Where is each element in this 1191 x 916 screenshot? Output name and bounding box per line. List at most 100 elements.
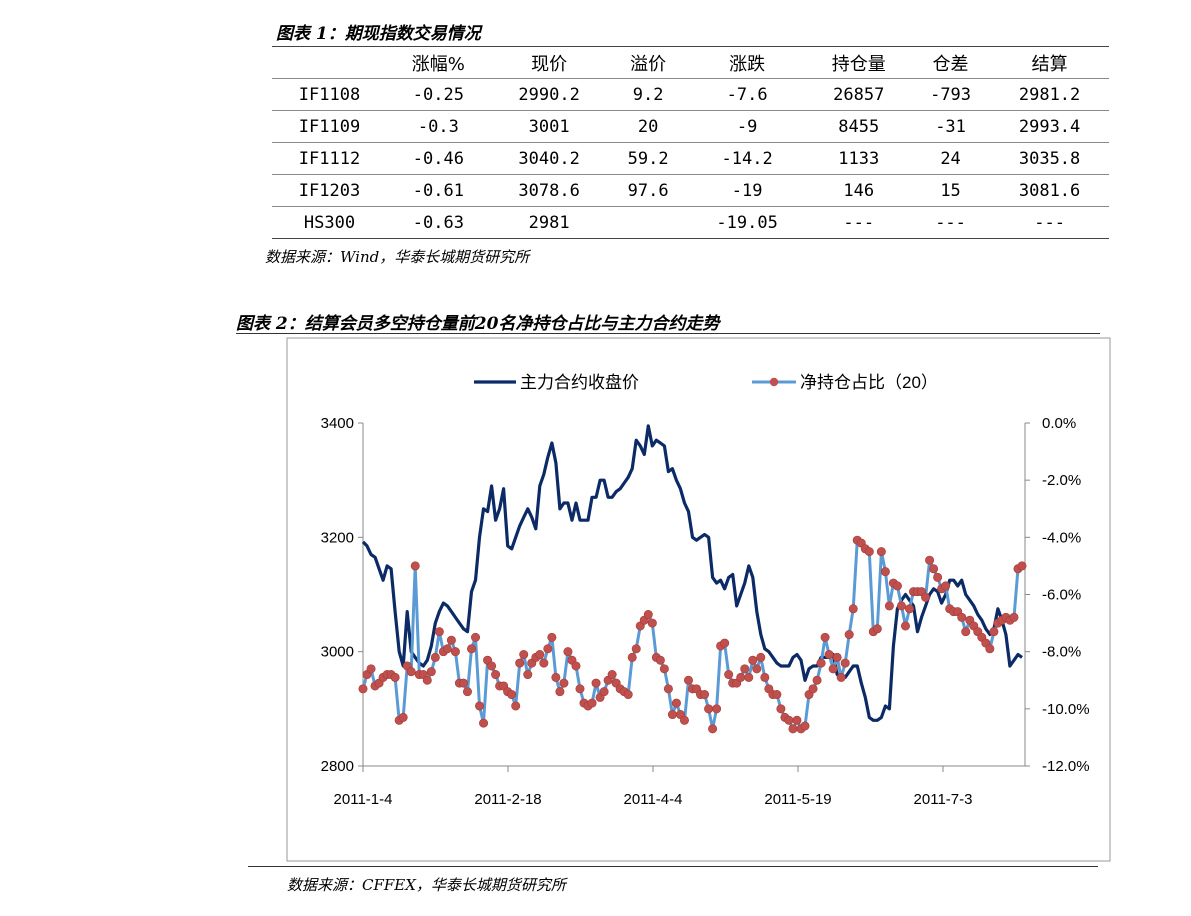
ratio-data-point [655,655,665,665]
ratio-data-point [523,670,533,680]
ratio-data-point [479,718,489,728]
ratio-data-point [607,670,617,680]
table-cell: 2993.4 [990,110,1109,143]
ratio-data-point [519,650,529,660]
table-cell: 8455 [806,110,911,143]
ratio-data-point [671,698,681,708]
ratio-data-point [507,690,517,700]
table-row: HS300 -0.63 2981 -19.05 --- --- --- [272,206,1109,239]
x-tick-label: 2011-1-4 [334,791,393,808]
ratio-data-point [442,644,452,654]
ratio-data-point [708,724,718,734]
table-cell: 3081.6 [990,174,1109,207]
price-series-line [361,424,1023,722]
ratio-data-point [836,672,846,682]
ratio-data-point [704,704,714,714]
ratio-data-point [792,715,802,725]
table-cell: -0.61 [387,174,490,207]
ratio-data-point [426,667,436,677]
chart-frame [286,337,1111,862]
left-tick-label: 2800 [321,758,354,775]
ratio-data-point [563,647,573,657]
table-cell [608,206,688,239]
ratio-data-point [1017,561,1027,571]
ratio-data-point [390,672,400,682]
ratio-data-point [627,652,637,662]
ratio-data-point [957,612,967,622]
ratio-data-point [864,547,874,557]
right-tick-label: 0.0% [1042,415,1076,432]
ratio-data-point [539,658,549,668]
legend-marker-ratio [769,377,779,387]
ratio-data-point [450,647,460,657]
ratio-data-point [535,650,545,660]
ratio-data-point [776,704,786,714]
table-cell: -19.05 [687,206,807,239]
ratio-data-point [458,678,468,688]
ratio-data-point [961,627,971,637]
ratio-data-point [491,670,501,680]
header-cell: 溢价 [608,46,688,79]
ratio-data-point [816,658,826,668]
ratio-data-point [410,561,420,571]
ratio-data-point [466,644,476,654]
figure-caption: 图表 2：结算会员多空持仓量前20名净持仓占比与主力合约走势 [236,314,720,334]
table-cell: 1133 [806,142,911,175]
ratio-data-point [515,658,525,668]
ratio-data-point [663,684,673,694]
ratio-data-point [1009,612,1019,622]
ratio-data-point [748,655,758,665]
ratio-data-point [744,672,754,682]
ratio-data-point [884,601,894,611]
ratio-data-point [643,610,653,620]
ratio-data-point [430,652,440,662]
ratio-data-point [599,687,609,697]
table-cell: -9 [687,110,807,143]
ratio-data-point [647,618,657,628]
ratio-data-point [700,690,710,700]
header-cell: 仓差 [910,46,991,79]
ratio-data-point [471,632,481,642]
ratio-data-point [659,664,669,674]
table-cell: -0.3 [387,110,490,143]
ratio-data-point [824,650,834,660]
table-cell: 97.6 [608,174,688,207]
table-cell: 59.2 [608,142,688,175]
legend-label-price: 主力合约收盘价 [520,373,639,392]
table-cell: 2981.2 [990,78,1109,111]
ratio-data-point [925,555,935,565]
table-cell: IF1203 [272,174,387,207]
header-cell: 涨跌 [687,46,807,79]
right-tick-label: -2.0% [1042,472,1081,489]
right-tick-label: -4.0% [1042,529,1081,546]
ratio-data-point [683,675,693,685]
header-cell: 结算 [990,46,1109,79]
ratio-data-point [929,564,939,574]
ratio-data-point [712,704,722,714]
table-cell: -793 [910,78,991,111]
left-tick-label: 3400 [321,415,354,432]
ratio-data-point [756,652,766,662]
ratio-data-point [487,661,497,671]
figure-source-note: 数据来源：CFFEX，华泰长城期货研究所 [287,876,566,894]
ratio-data-point [422,675,432,685]
header-cell: 持仓量 [806,46,911,79]
ratio-data-point [933,572,943,582]
header-cell [272,46,387,79]
chart-series [358,424,1027,734]
table-cell: 3040.2 [489,142,609,175]
ratio-data-point [760,672,770,682]
table-cell: 146 [806,174,911,207]
table-cell: --- [910,206,991,239]
ratio-data-point [434,627,444,637]
ratio-data-point [848,604,858,614]
ratio-data-point [587,698,597,708]
table-cell: 26857 [806,78,911,111]
table-cell: 20 [608,110,688,143]
x-tick-label: 2011-4-4 [624,791,683,808]
right-tick-label: -10.0% [1042,701,1090,718]
table-cell: 3078.6 [489,174,609,207]
ratio-data-point [462,687,472,697]
x-tick-label: 2011-7-3 [914,791,973,808]
